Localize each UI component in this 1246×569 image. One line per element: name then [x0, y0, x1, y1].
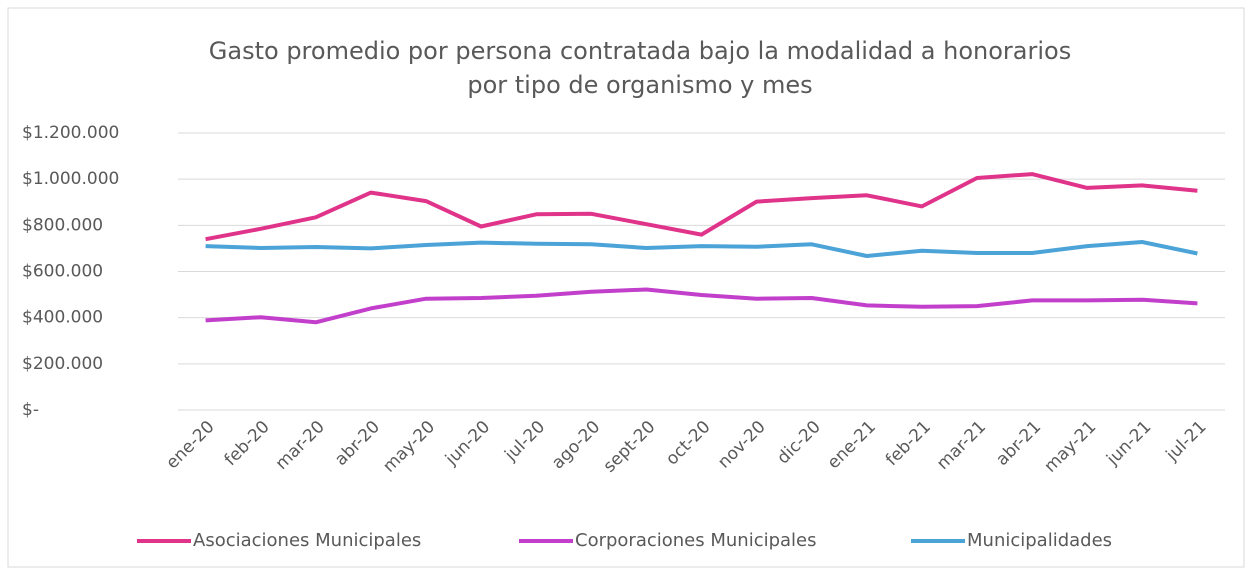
chart-frame — [7, 7, 1245, 568]
series-line — [205, 287, 1198, 325]
y-tick-label: $1.200.000 — [22, 123, 119, 143]
series-line — [205, 240, 1198, 258]
y-tick-label: $- — [22, 400, 39, 420]
y-tick-label: $800.000 — [22, 215, 103, 235]
legend-label: Corporaciones Municipales — [575, 530, 817, 551]
y-tick-label: $400.000 — [22, 308, 103, 328]
y-tick-label: $1.000.000 — [22, 169, 119, 189]
y-tick-label: $600.000 — [22, 262, 103, 282]
chart-title: por tipo de organismo y mes — [467, 71, 812, 99]
series-line — [205, 172, 1198, 242]
chart-title: Gasto promedio por persona contratada ba… — [209, 37, 1071, 65]
y-tick-label: $200.000 — [22, 354, 103, 374]
legend-label: Municipalidades — [967, 530, 1112, 551]
legend-label: Asociaciones Municipales — [193, 530, 421, 551]
